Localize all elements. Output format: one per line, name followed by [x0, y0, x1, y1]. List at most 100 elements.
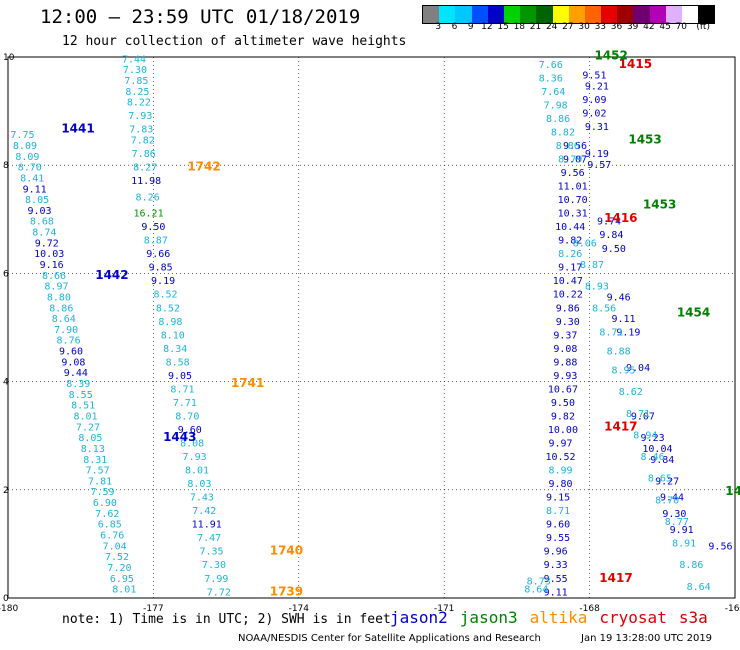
data-point-jason2: 10.22: [553, 290, 583, 301]
plot-frame: [7, 56, 736, 599]
data-point-jason2: 8.34: [163, 344, 187, 355]
data-point-jason2: 8.08: [180, 439, 204, 450]
data-point-jason2: 11.98: [131, 176, 161, 187]
data-point-cryosat: 8.71: [599, 328, 623, 339]
data-point-jason2: 8.71: [170, 384, 194, 395]
data-point-jason2: 9.55: [544, 574, 568, 585]
color-scale-tick: 15: [497, 22, 509, 32]
data-point-jason2: 8.09: [13, 141, 37, 152]
data-point-jason2: 9.19: [616, 328, 640, 339]
data-point-jason2: 9.55: [546, 533, 570, 544]
pass-label: 1417: [599, 571, 632, 585]
color-swatch: [617, 6, 634, 23]
data-point-jason2: 10.67: [548, 384, 578, 395]
pass-label: 1452: [594, 49, 627, 63]
data-point-jason2: 9.84: [599, 230, 623, 241]
data-point-jason2: 11.01: [558, 182, 588, 193]
pass-label: 1454: [677, 306, 710, 320]
data-point-jason2: 8.51: [71, 401, 95, 412]
data-point-cryosat: 7.66: [539, 60, 563, 71]
color-swatch: [487, 6, 504, 23]
data-point-jason2: 7.82: [131, 136, 155, 147]
data-point-jason2: 8.01: [112, 585, 136, 596]
data-point-jason2: 8.87: [144, 236, 168, 247]
data-point-jason2: 9.17: [558, 263, 582, 274]
data-point-jason2: 8.26: [558, 249, 582, 260]
color-swatch: [471, 6, 488, 23]
data-point-jason2: 9.85: [149, 263, 173, 274]
color-swatch: [520, 6, 537, 23]
data-point-jason2: 8.09: [15, 152, 39, 163]
data-point-jason2: 9.11: [611, 314, 635, 325]
y-tick-label: 2: [3, 486, 9, 496]
data-point-jason2: 8.05: [78, 433, 102, 444]
data-point-jason2: 9.56: [563, 141, 587, 152]
pass-label: 1442: [95, 268, 128, 282]
data-point-jason2: 8.68: [30, 217, 54, 228]
data-point-jason2: 9.84: [650, 455, 674, 466]
color-scale-tick: 21: [529, 22, 542, 32]
satellite-legend: jason2 jason3 altika cryosat s3a: [390, 608, 720, 627]
color-scale-tick: 12: [481, 22, 493, 32]
data-point-jason2: 8.55: [69, 390, 93, 401]
data-point-jason2: 16.21: [133, 209, 163, 220]
legend-s3a: s3a: [678, 608, 708, 627]
data-point-jason2: 8.10: [161, 330, 185, 341]
data-point-jason2: 6.90: [93, 498, 117, 509]
data-point-jason2: 10.00: [548, 425, 578, 436]
data-point-jason2: 7.44: [122, 54, 146, 65]
data-point-jason2: 7.35: [200, 547, 224, 558]
data-point-jason2: 9.23: [641, 433, 665, 444]
pass-label: 1417: [604, 419, 637, 433]
color-swatch: [665, 6, 682, 23]
pass-label: 1740: [270, 544, 303, 558]
data-point-jason2: 7.75: [10, 130, 34, 141]
data-point-jason2: 9.93: [553, 371, 577, 382]
color-scale-tick: 3: [435, 22, 442, 32]
color-scale-ticks: 3 6 9 12 15 18 21 24 27 30 33 36 39 42 45 70 (ft): [422, 22, 740, 36]
data-point-jason2: 9.50: [602, 244, 626, 255]
data-point-jason2: 9.56: [561, 168, 585, 179]
data-point-jason2: 8.52: [153, 290, 177, 301]
data-point-jason2: 9.80: [548, 479, 572, 490]
data-point-jason2: 7.43: [190, 493, 214, 504]
color-scale-tick: 27: [562, 22, 574, 32]
data-point-cryosat: 8.86: [679, 560, 703, 571]
data-point-jason2: 8.22: [127, 98, 151, 109]
color-scale-tick: 9: [467, 22, 474, 32]
data-point-jason2: 9.04: [626, 363, 650, 374]
data-point-jason2: 9.03: [27, 206, 51, 217]
data-point-jason2: 6.95: [110, 574, 134, 585]
data-point-jason2: 8.76: [57, 336, 81, 347]
data-point-cryosat: 8.46: [641, 452, 665, 463]
data-point-jason2: 9.19: [151, 276, 175, 287]
data-point-jason2: 9.37: [553, 330, 577, 341]
color-swatch: [503, 6, 521, 23]
data-point-jason2: 8.39: [66, 379, 90, 390]
color-scale-tick: 33: [594, 22, 607, 32]
data-point-jason2: 8.99: [548, 466, 572, 477]
data-point-jason2: 7.52: [105, 552, 129, 563]
data-point-jason2: 7.85: [124, 76, 148, 87]
data-point-jason2: 9.91: [670, 525, 694, 536]
pass-label: 1416: [604, 211, 637, 225]
timestamp-text: Jan 19 13:28:00 UTC 2019: [581, 633, 713, 644]
data-point-cryosat: 8.73: [527, 576, 551, 587]
data-point-cryosat: 8.71: [626, 409, 650, 420]
data-point-jason2: 9.15: [546, 493, 570, 504]
pass-label: 1453: [628, 133, 661, 147]
color-swatch: [682, 6, 699, 23]
data-point-cryosat: 8.64: [524, 585, 548, 596]
data-point-jason2: 10.44: [555, 222, 585, 233]
color-swatch: [552, 6, 569, 23]
data-point-cryosat: 8.06: [573, 238, 597, 249]
data-point-jason2: 9.05: [168, 371, 192, 382]
data-point-cryosat: 8.87: [580, 260, 604, 271]
legend-jason3: jason3: [459, 608, 518, 627]
data-point-jason2: 8.52: [156, 303, 180, 314]
data-point-jason2: 9.33: [544, 560, 568, 571]
color-swatch: [649, 6, 666, 23]
data-point-cryosat: 8.86: [546, 114, 570, 125]
